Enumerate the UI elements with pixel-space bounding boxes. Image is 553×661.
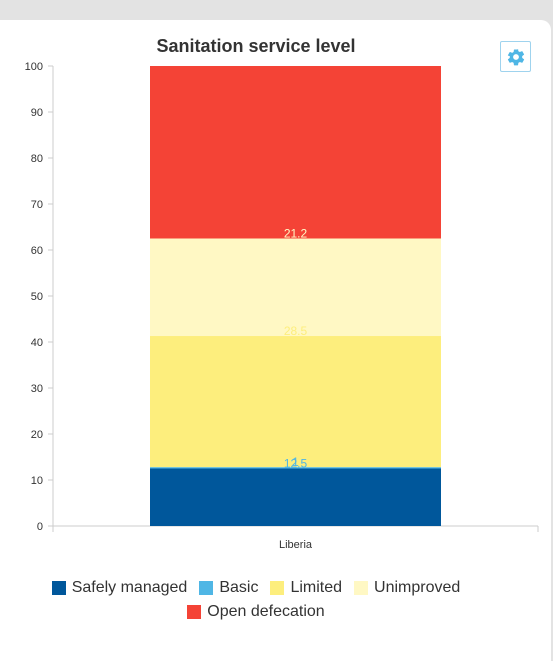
data-label: 21.2 bbox=[284, 227, 308, 241]
chart-title: Sanitation service level bbox=[156, 36, 356, 56]
bar-segment bbox=[150, 238, 441, 337]
settings-button[interactable] bbox=[500, 41, 531, 72]
y-tick-label: 80 bbox=[31, 153, 43, 165]
bar-segment bbox=[150, 467, 441, 469]
legend-swatch bbox=[187, 605, 202, 619]
y-tick-label: 60 bbox=[31, 245, 43, 257]
legend-item[interactable]: Open defecation bbox=[187, 603, 325, 621]
x-tick-label: Liberia bbox=[279, 539, 313, 551]
y-tick-label: 70 bbox=[31, 199, 43, 211]
data-label: 12.5 bbox=[284, 457, 308, 471]
data-label: 28.5 bbox=[284, 324, 308, 338]
legend-label: Safely managed bbox=[71, 579, 188, 596]
bar-segment bbox=[150, 468, 441, 526]
legend-swatch bbox=[354, 581, 369, 595]
legend-swatch bbox=[270, 581, 285, 595]
legend-item[interactable]: Limited bbox=[270, 579, 342, 597]
legend-label: Unimproved bbox=[374, 579, 461, 596]
legend-label: Open defecation bbox=[207, 603, 325, 620]
y-tick-label: 0 bbox=[37, 521, 43, 533]
y-tick-label: 20 bbox=[31, 429, 43, 441]
data-label: 1 bbox=[292, 455, 299, 469]
y-tick-label: 100 bbox=[25, 61, 43, 73]
legend-swatch bbox=[51, 581, 66, 595]
gear-icon bbox=[507, 48, 524, 65]
legend-swatch bbox=[199, 581, 214, 595]
y-tick-label: 30 bbox=[31, 383, 43, 395]
y-tick-label: 10 bbox=[31, 475, 43, 487]
y-tick-label: 50 bbox=[31, 291, 43, 303]
legend-label: Basic bbox=[219, 579, 259, 596]
legend: Safely managed Basic Limited Unimproved Ope… bbox=[0, 576, 512, 624]
bar-segment bbox=[150, 66, 441, 239]
legend-item[interactable]: Unimproved bbox=[354, 579, 460, 597]
legend-item[interactable]: Safely managed bbox=[51, 579, 188, 597]
legend-label: Limited bbox=[290, 579, 343, 596]
legend-item[interactable]: Basic bbox=[199, 579, 258, 597]
bar-segment bbox=[150, 336, 441, 468]
y-tick-label: 40 bbox=[31, 337, 43, 349]
y-tick-label: 90 bbox=[31, 107, 43, 119]
